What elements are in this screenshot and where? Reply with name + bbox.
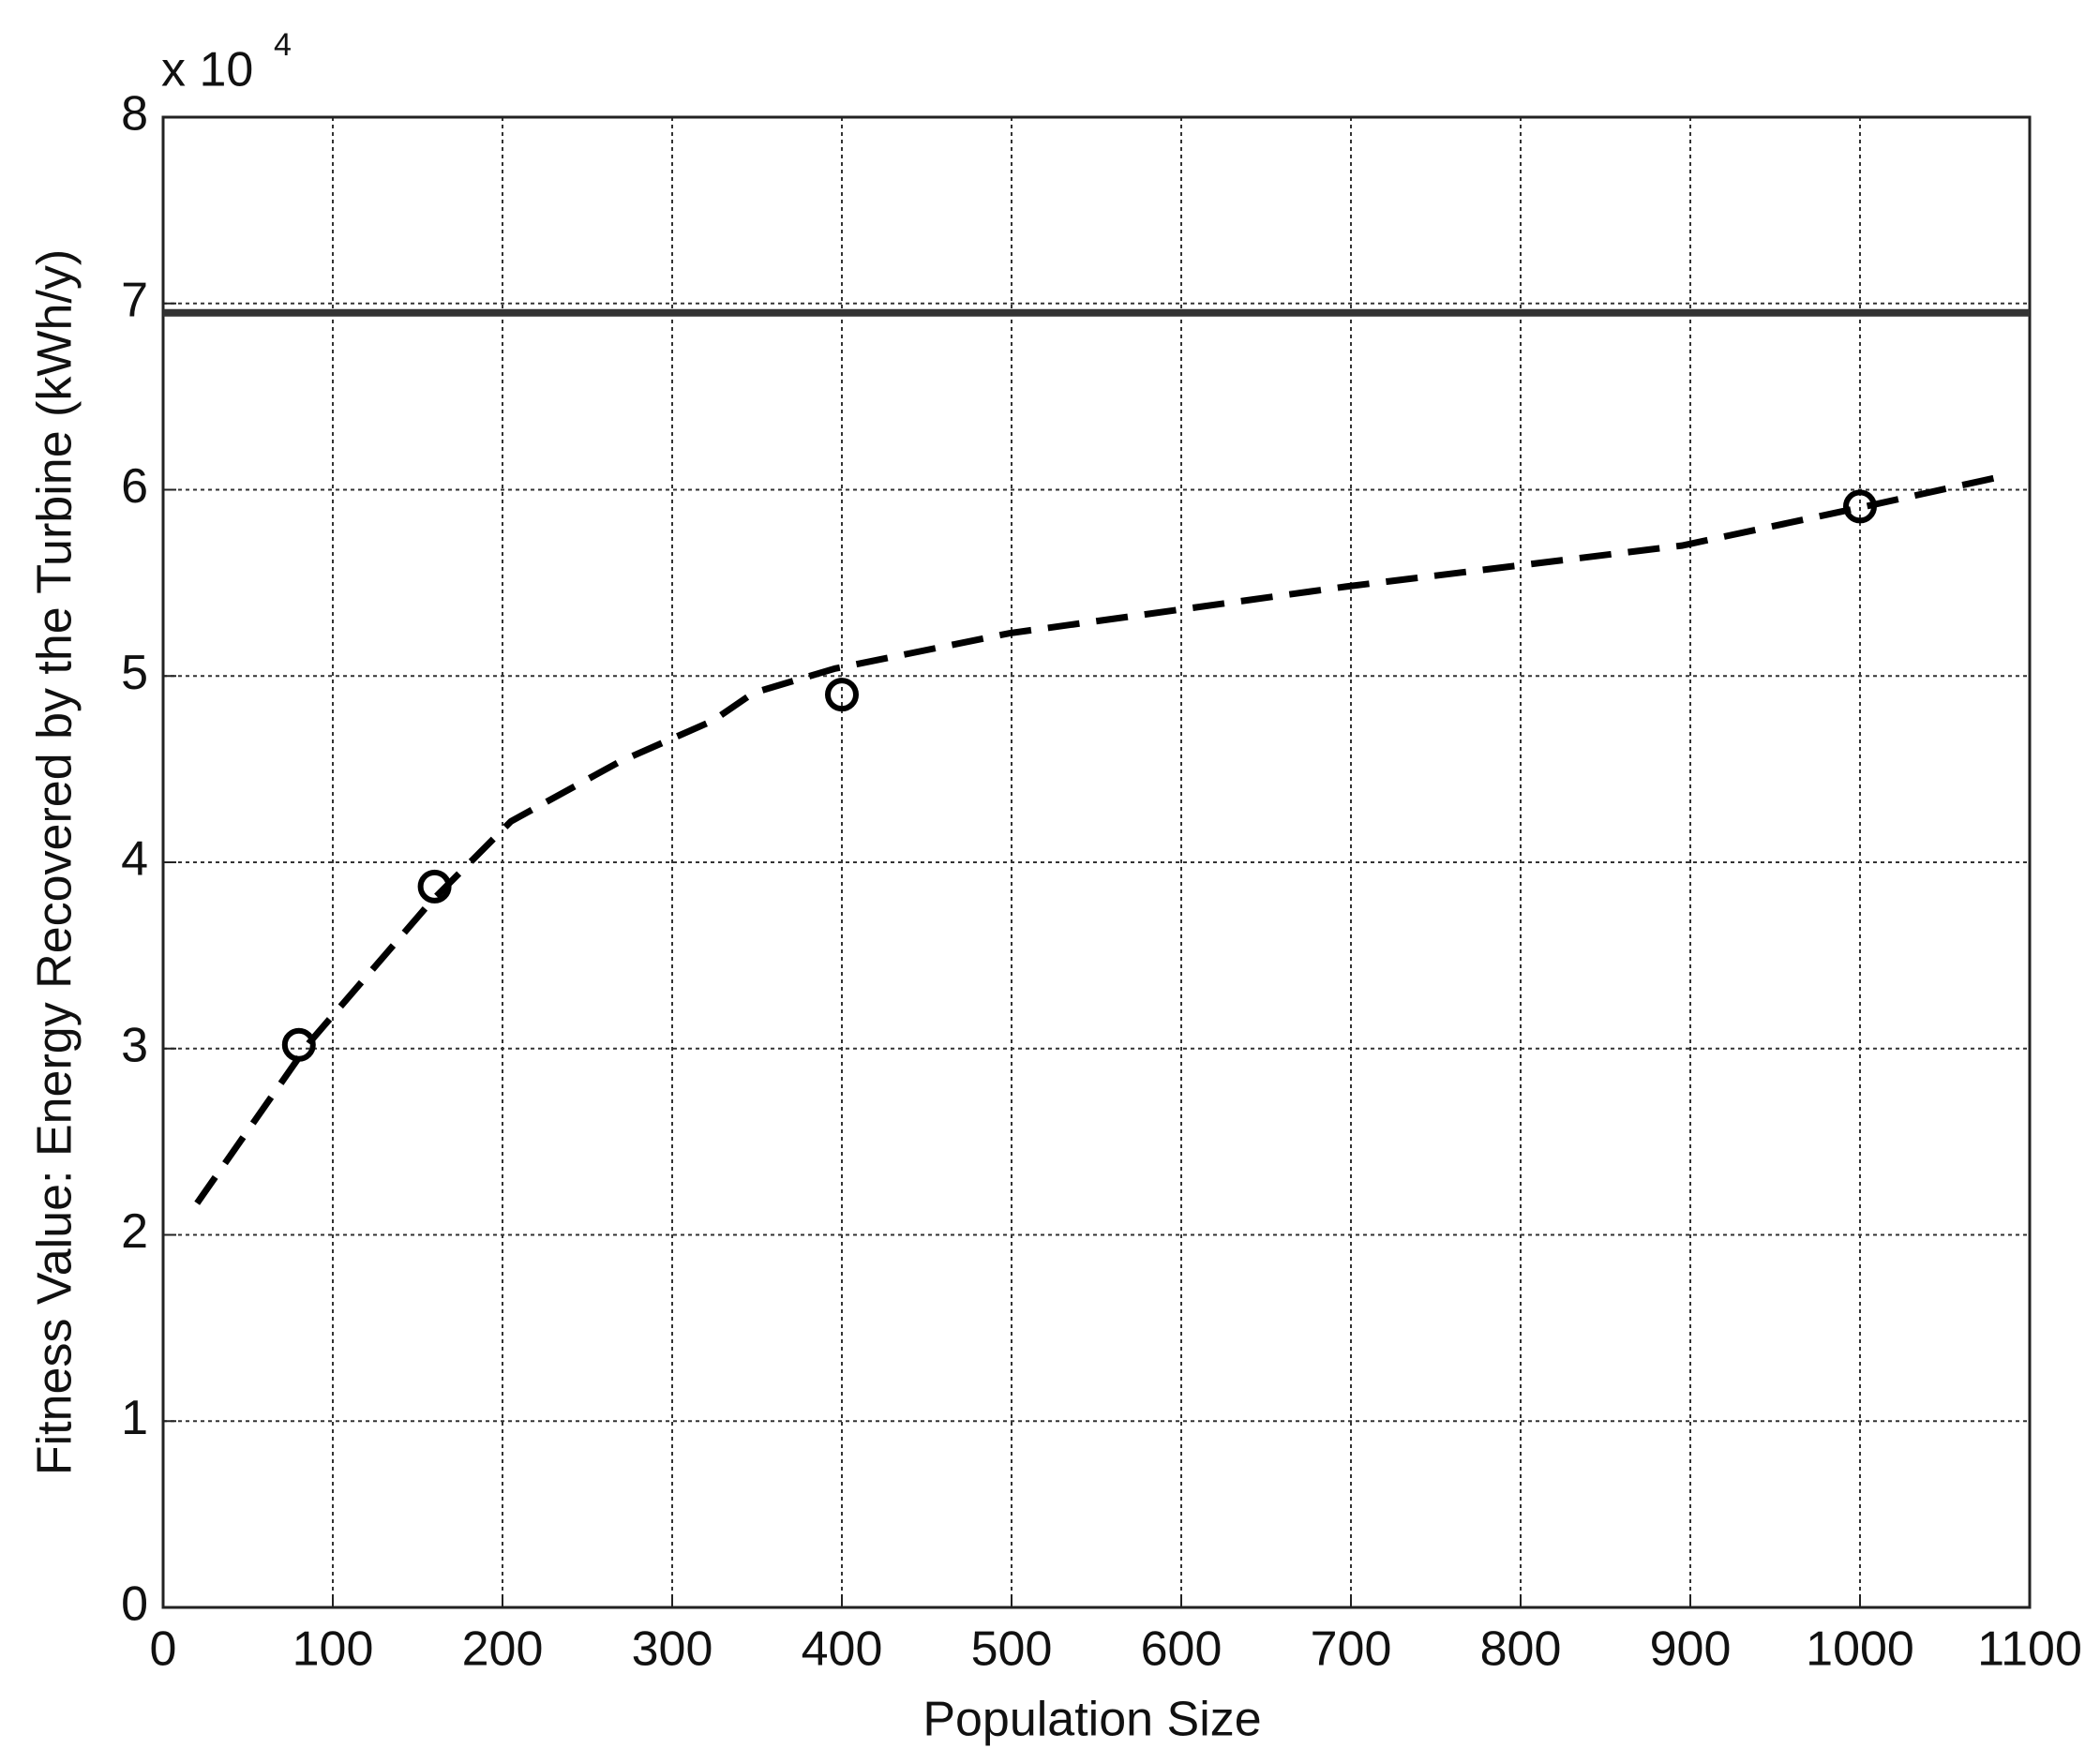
x-tick-label: 900 [1650, 1622, 1732, 1677]
x-tick-label: 700 [1311, 1622, 1392, 1677]
x-tick-label: 400 [802, 1622, 883, 1677]
x-tick-label: 1100 [1977, 1622, 2082, 1677]
marker [825, 678, 859, 712]
y-tick-label: 3 [121, 1018, 148, 1072]
x-tick-label: 600 [1141, 1622, 1222, 1677]
x-tick-label: 100 [292, 1622, 374, 1677]
y-tick-label: 0 [121, 1577, 148, 1632]
marker [417, 869, 452, 904]
x-tick-label: 500 [971, 1622, 1053, 1677]
trend-line [194, 471, 2011, 1205]
x-tick-label: 300 [632, 1622, 713, 1677]
x-axis-label: Population Size [922, 1693, 1261, 1747]
y-tick-label: 2 [121, 1204, 148, 1259]
x-tick-label: 200 [462, 1622, 544, 1677]
y-axis-label: Fitness Value: Energy Recovered by the T… [28, 249, 82, 1475]
marker [281, 1027, 316, 1062]
x-tick-label: 0 [150, 1622, 177, 1677]
y-tick-label: 6 [121, 459, 148, 514]
y-multiplier-exponent: 4 [274, 27, 292, 63]
marker [1843, 489, 1877, 524]
y-multiplier: x 10 [161, 43, 253, 97]
y-tick-label: 7 [121, 273, 148, 327]
plot-frame [161, 115, 2032, 1609]
y-tick-label: 8 [121, 87, 148, 142]
x-tick-label: 800 [1480, 1622, 1562, 1677]
y-tick-label: 1 [121, 1391, 148, 1445]
x-tick-label: 1000 [1806, 1622, 1914, 1677]
y-tick-label: 5 [121, 646, 148, 700]
y-tick-label: 4 [121, 832, 148, 887]
